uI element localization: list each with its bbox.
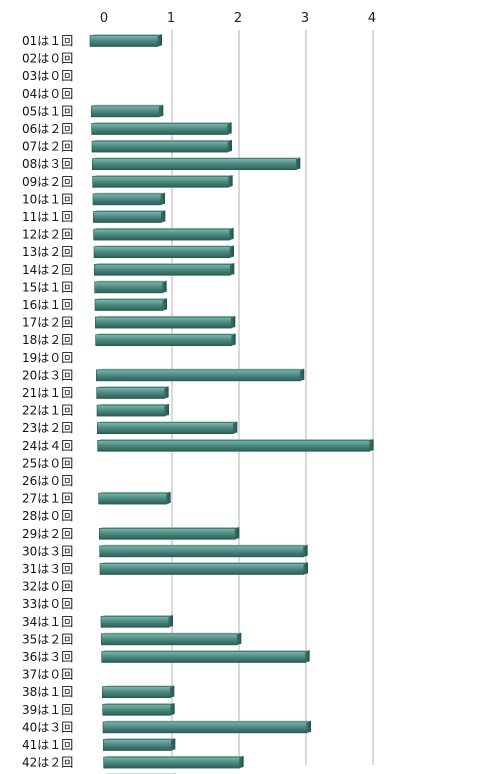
bars bbox=[89, 34, 374, 774]
category-label: 09は２回 bbox=[22, 175, 73, 189]
bar bbox=[91, 139, 232, 153]
bar bbox=[93, 227, 234, 241]
x-tick-label: 1 bbox=[167, 11, 175, 26]
category-label: 35は２回 bbox=[22, 632, 73, 646]
category-label: 10は１回 bbox=[22, 192, 73, 206]
bar bbox=[99, 527, 240, 540]
category-label: 28は０回 bbox=[22, 509, 73, 523]
category-label: 13は２回 bbox=[22, 245, 73, 259]
category-label: 42は２回 bbox=[22, 756, 73, 770]
bar bbox=[96, 368, 305, 382]
bar bbox=[92, 175, 233, 188]
bar bbox=[94, 280, 167, 294]
category-label: 07は２回 bbox=[22, 140, 73, 154]
category-label: 20は３回 bbox=[22, 368, 73, 382]
category-label: 22は１回 bbox=[22, 404, 73, 418]
category-label: 01は１回 bbox=[22, 34, 73, 48]
category-label: 18は２回 bbox=[22, 333, 73, 347]
category-label: 25は０回 bbox=[22, 456, 73, 470]
category-label: 02は０回 bbox=[22, 52, 73, 66]
bar bbox=[89, 34, 162, 47]
bar bbox=[95, 315, 236, 329]
bar bbox=[103, 755, 244, 769]
x-tick-label: 2 bbox=[234, 11, 242, 26]
category-label: 17は２回 bbox=[22, 316, 73, 330]
bar bbox=[102, 703, 175, 716]
bar bbox=[102, 685, 175, 699]
bar bbox=[98, 491, 171, 505]
bar bbox=[92, 192, 165, 206]
bar bbox=[94, 263, 235, 276]
bar bbox=[91, 122, 232, 135]
category-label: 06は２回 bbox=[22, 122, 73, 136]
category-label: 39は１回 bbox=[22, 703, 73, 717]
category-label: 03は０回 bbox=[22, 69, 73, 83]
bar bbox=[101, 650, 310, 663]
x-axis-ticks: 0 1 2 3 4 bbox=[100, 11, 376, 26]
category-label: 41は１回 bbox=[22, 738, 73, 752]
category-label: 24は４回 bbox=[22, 439, 73, 453]
bar bbox=[94, 298, 167, 311]
category-label: 19は０回 bbox=[22, 351, 73, 365]
category-labels: 01は１回 02は０回 03は０回 04は０回 05は１回 06は２回 07は２回 08は３回… bbox=[22, 34, 73, 774]
category-label: 12は２回 bbox=[22, 228, 73, 242]
category-label: 26は０回 bbox=[22, 474, 73, 488]
bar bbox=[97, 421, 238, 435]
bar bbox=[93, 210, 166, 223]
bar bbox=[92, 157, 301, 170]
category-label: 40は３回 bbox=[22, 720, 73, 734]
category-label: 29は２回 bbox=[22, 527, 73, 541]
x-tick-label: 3 bbox=[301, 11, 309, 26]
category-label: 15は１回 bbox=[22, 280, 73, 294]
bar bbox=[96, 386, 169, 399]
category-label: 30は３回 bbox=[22, 544, 73, 558]
category-label: 21は１回 bbox=[22, 386, 73, 400]
bar bbox=[99, 544, 308, 558]
category-label: 04は０回 bbox=[22, 87, 73, 101]
bar bbox=[96, 403, 169, 417]
category-label: 23は２回 bbox=[22, 421, 73, 435]
bar bbox=[100, 615, 173, 628]
bar bbox=[101, 632, 242, 646]
bar bbox=[103, 738, 176, 751]
category-label: 34は１回 bbox=[22, 615, 73, 629]
category-label: 16は１回 bbox=[22, 298, 73, 312]
category-label: 37は０回 bbox=[22, 668, 73, 682]
category-label: 11は１回 bbox=[22, 210, 73, 224]
category-label: 33は０回 bbox=[22, 597, 73, 611]
x-tick-label: 0 bbox=[100, 11, 108, 26]
category-label: 14は２回 bbox=[22, 263, 73, 277]
category-label: 08は３回 bbox=[22, 157, 73, 171]
bar bbox=[102, 720, 311, 734]
bar bbox=[99, 562, 308, 575]
bar bbox=[97, 439, 374, 452]
category-label: 36は３回 bbox=[22, 650, 73, 664]
category-label: 27は１回 bbox=[22, 492, 73, 506]
bar bbox=[93, 245, 234, 258]
bar bbox=[95, 333, 236, 347]
x-tick-label: 4 bbox=[368, 11, 376, 26]
category-label: 32は０回 bbox=[22, 580, 73, 594]
category-label: 31は３回 bbox=[22, 562, 73, 576]
category-label: 05は１回 bbox=[22, 104, 73, 118]
category-label: 38は１回 bbox=[22, 685, 73, 699]
bar bbox=[91, 104, 164, 118]
